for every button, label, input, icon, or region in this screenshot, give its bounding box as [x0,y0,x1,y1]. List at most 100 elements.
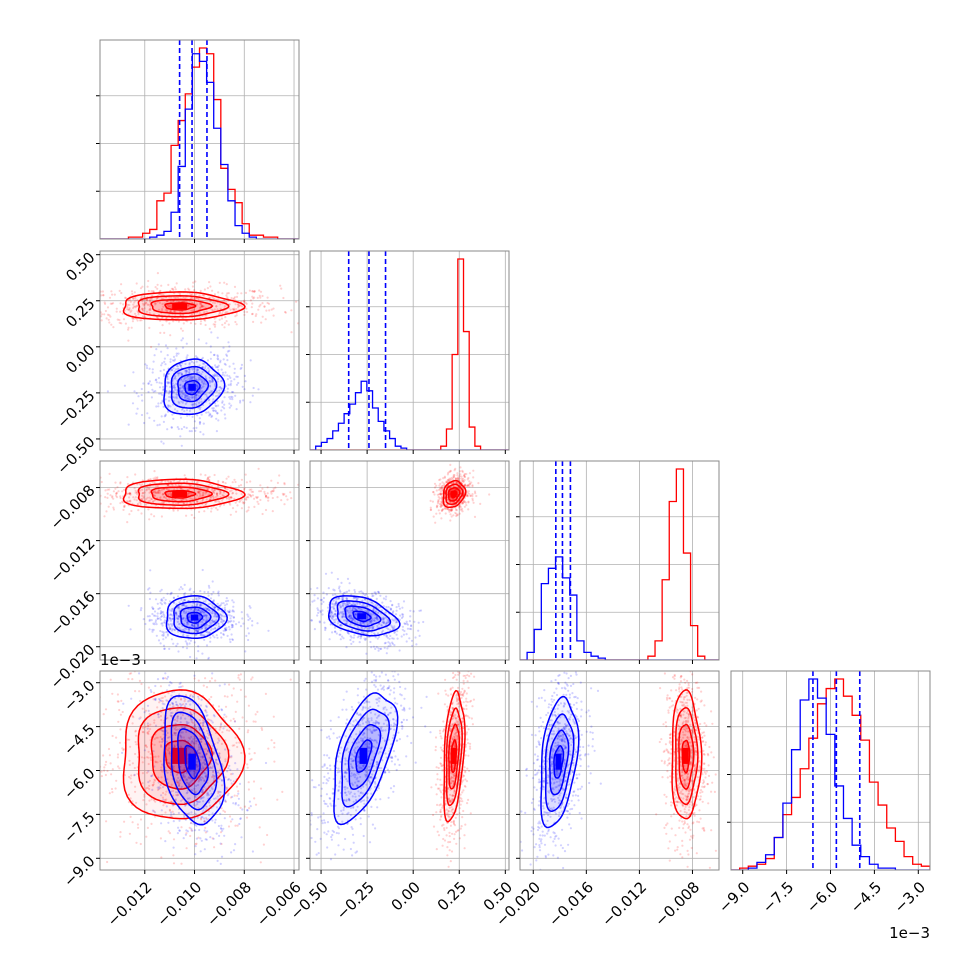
scatter-point [219,768,222,771]
scatter-point [119,302,122,305]
scatter-point [164,793,167,796]
scatter-point [230,380,233,383]
scatter-point [211,380,214,383]
scatter-point [173,732,176,735]
scatter-point [146,303,149,306]
scatter-point [429,499,432,502]
scatter-point [338,633,341,636]
scatter-point [193,516,196,519]
scatter-point [143,491,146,494]
scatter-point [253,505,256,508]
scatter-point [197,679,200,682]
scatter-point [391,642,394,645]
scatter-point [234,315,237,318]
scatter-point [171,287,174,290]
scatter-point [213,325,217,328]
panel-2-1 [306,460,510,664]
scatter-point [252,780,256,783]
scatter-point [263,305,266,308]
scatter-point [473,515,477,519]
scatter-point [394,621,398,624]
scatter-point [448,509,451,512]
scatter-point [384,598,387,601]
scatter-point [208,680,212,683]
scatter-point [253,296,256,299]
scatter-point [237,621,241,624]
scatter-point [449,513,452,516]
scatter-point [398,607,401,610]
scatter-point [465,494,469,497]
scatter-point [171,413,174,416]
density-peak-blue [190,614,199,621]
scatter-point [251,295,254,298]
scatter-point [146,299,149,302]
scatter-point [221,292,224,295]
scatter-point [169,628,172,631]
scatter-point [446,507,449,510]
scatter-point [228,638,231,641]
scatter-point [222,632,225,636]
scatter-point [228,609,231,612]
scatter-point [234,824,237,827]
scatter-point [189,293,193,296]
scatter-point [439,492,442,496]
scatter-point [194,355,198,358]
scatter-point [462,499,465,502]
scatter-point [223,396,226,399]
scatter-point [122,303,125,306]
scatter-point [387,606,390,609]
scatter-point [169,492,172,495]
scatter-point [153,470,156,473]
scatter-point [264,494,267,497]
scatter-point [200,400,203,403]
scatter-point [136,304,139,307]
scatter-point [149,569,152,572]
scatter-point [185,634,189,637]
scatter-point [367,631,370,634]
scatter-point [263,492,266,495]
scatter-point [335,600,338,603]
scatter-point [466,478,469,481]
scatter-point [193,770,196,773]
scatter-point [150,383,153,386]
scatter-point [361,591,364,594]
scatter-point [105,760,108,764]
scatter-point [147,289,150,293]
scatter-point [364,594,367,597]
scatter-point [204,375,207,378]
scatter-point [338,604,341,607]
scatter-point [199,493,202,496]
scatter-point [439,503,442,506]
scatter-point [111,692,114,695]
scatter-point [141,707,144,710]
scatter-point [188,370,191,373]
scatter-point [229,397,232,400]
scatter-point [206,478,209,482]
scatter-point [148,597,151,601]
scatter-point [357,635,360,638]
scatter-point [169,334,172,337]
scatter-point [178,371,181,374]
scatter-point [281,492,284,495]
scatter-point [146,732,149,735]
scatter-point [182,629,185,632]
scatter-point [472,469,475,472]
scatter-point [262,843,265,846]
scatter-point [131,800,134,803]
scatter-point [229,620,232,623]
scatter-point [108,314,111,317]
scatter-point [106,313,110,316]
scatter-point [150,513,153,516]
scatter-point [76,293,78,295]
scatter-point [196,608,199,611]
scatter-point [220,409,223,412]
scatter-point [154,800,157,803]
scatter-point [290,331,293,334]
scatter-point [169,593,172,596]
scatter-point [450,508,453,511]
scatter-point [202,382,205,385]
scatter-point [323,621,326,624]
scatter-point [258,289,261,292]
scatter-point [140,497,144,501]
scatter-point [211,407,214,410]
